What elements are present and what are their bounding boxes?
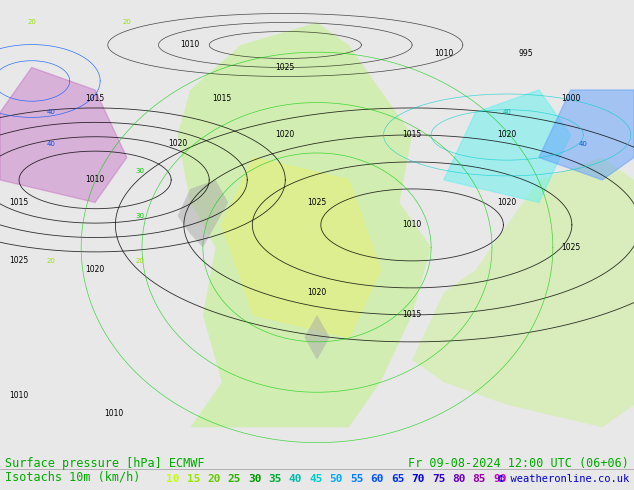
- Text: 1010: 1010: [181, 41, 200, 49]
- Text: 25: 25: [228, 474, 241, 484]
- Text: 55: 55: [350, 474, 363, 484]
- Polygon shape: [304, 315, 330, 360]
- Text: 20: 20: [207, 474, 221, 484]
- Text: 75: 75: [432, 474, 445, 484]
- Text: 90: 90: [493, 474, 507, 484]
- Text: 70: 70: [411, 474, 425, 484]
- Polygon shape: [178, 23, 431, 427]
- Polygon shape: [444, 90, 571, 202]
- Text: 10: 10: [166, 474, 179, 484]
- Text: 45: 45: [309, 474, 323, 484]
- Text: 65: 65: [391, 474, 404, 484]
- Text: 80: 80: [452, 474, 466, 484]
- Text: 1010: 1010: [403, 220, 422, 229]
- Text: 1015: 1015: [86, 95, 105, 103]
- Text: 1020: 1020: [276, 130, 295, 140]
- Text: 20: 20: [27, 20, 36, 25]
- Text: Surface pressure [hPa] ECMWF: Surface pressure [hPa] ECMWF: [5, 457, 205, 470]
- Polygon shape: [412, 157, 634, 427]
- Text: 30: 30: [135, 213, 144, 219]
- Text: 85: 85: [473, 474, 486, 484]
- Text: 1025: 1025: [307, 198, 327, 207]
- Text: 20: 20: [135, 258, 144, 264]
- Text: 1010: 1010: [434, 49, 453, 58]
- Text: 1020: 1020: [168, 140, 187, 148]
- Text: 40: 40: [46, 109, 55, 116]
- Text: 1015: 1015: [10, 198, 29, 207]
- Text: Isotachs 10m (km/h): Isotachs 10m (km/h): [5, 471, 141, 484]
- Text: 40: 40: [579, 141, 588, 147]
- Text: 50: 50: [330, 474, 343, 484]
- Text: 1000: 1000: [561, 95, 580, 103]
- Text: 1025: 1025: [10, 256, 29, 266]
- Text: 1015: 1015: [403, 310, 422, 319]
- Text: 40: 40: [46, 141, 55, 147]
- Polygon shape: [0, 68, 127, 202]
- Text: 20: 20: [46, 258, 55, 264]
- Text: 1010: 1010: [10, 392, 29, 400]
- Polygon shape: [178, 180, 228, 247]
- Polygon shape: [222, 157, 380, 337]
- Text: 1010: 1010: [86, 175, 105, 184]
- Text: 1010: 1010: [105, 409, 124, 418]
- Text: 60: 60: [370, 474, 384, 484]
- Text: 1015: 1015: [212, 95, 231, 103]
- Text: 1020: 1020: [307, 288, 327, 297]
- Text: 20: 20: [122, 20, 131, 25]
- Text: 1020: 1020: [498, 198, 517, 207]
- Text: 30: 30: [135, 168, 144, 174]
- Text: 1015: 1015: [403, 130, 422, 140]
- Text: 1020: 1020: [86, 266, 105, 274]
- Text: 30: 30: [248, 474, 261, 484]
- Text: 35: 35: [268, 474, 281, 484]
- Polygon shape: [539, 90, 634, 180]
- Text: 995: 995: [519, 49, 534, 58]
- Text: 1025: 1025: [276, 63, 295, 72]
- Text: 1020: 1020: [498, 130, 517, 140]
- Text: 40: 40: [288, 474, 302, 484]
- Text: 40: 40: [503, 109, 512, 116]
- Text: 15: 15: [186, 474, 200, 484]
- Text: 1025: 1025: [561, 243, 580, 252]
- Text: Fr 09-08-2024 12:00 UTC (06+06): Fr 09-08-2024 12:00 UTC (06+06): [408, 457, 629, 470]
- Text: © weatheronline.co.uk: © weatheronline.co.uk: [498, 474, 629, 484]
